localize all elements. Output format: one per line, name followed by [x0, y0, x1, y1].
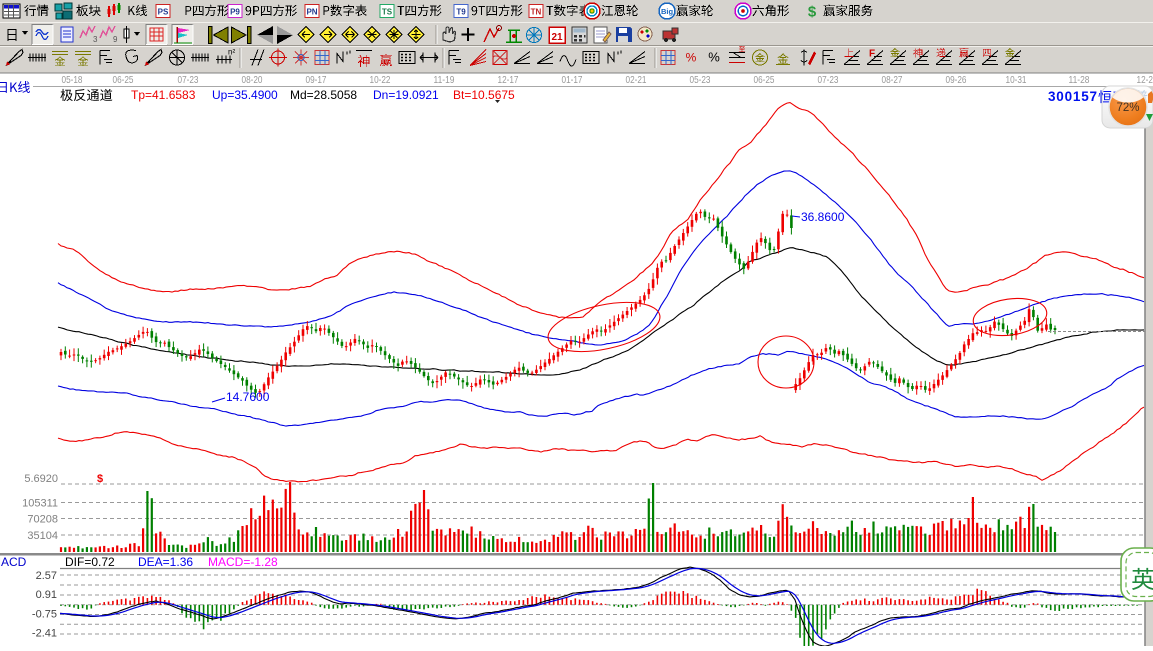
svg-text:06-25: 06-25 — [754, 74, 775, 86]
svg-text:PN: PN — [306, 8, 317, 17]
svg-text:Up=35.4900: Up=35.4900 — [212, 88, 278, 102]
svg-text:MACD=-1.28: MACD=-1.28 — [208, 555, 278, 569]
svg-text:DEA=1.36: DEA=1.36 — [138, 555, 193, 569]
svg-text:10-22: 10-22 — [370, 74, 391, 86]
svg-text:07-23: 07-23 — [818, 74, 839, 86]
svg-text:TN: TN — [531, 8, 542, 17]
svg-text:P9: P9 — [230, 8, 240, 17]
svg-text:%: % — [708, 50, 720, 65]
svg-text:21: 21 — [551, 32, 563, 43]
svg-text:35104: 35104 — [27, 530, 58, 542]
svg-text:-0.75: -0.75 — [32, 609, 57, 621]
svg-text:12-24: 12-24 — [1137, 74, 1153, 86]
svg-text:Bt=10.5675: Bt=10.5675 — [453, 88, 515, 102]
svg-text:10-31: 10-31 — [1006, 74, 1027, 86]
svg-text:-2.41: -2.41 — [32, 628, 57, 640]
svg-text:300157: 300157 — [1048, 89, 1098, 104]
svg-text:11-19: 11-19 — [434, 74, 455, 86]
svg-text:9: 9 — [113, 35, 118, 44]
svg-text:Md=28.5058: Md=28.5058 — [290, 88, 357, 102]
svg-text:TS: TS — [382, 8, 393, 17]
svg-text:Tp=41.6583: Tp=41.6583 — [131, 88, 196, 102]
svg-text:105311: 105311 — [22, 498, 58, 510]
svg-text:06-25: 06-25 — [113, 74, 134, 86]
svg-text:5.6920: 5.6920 — [24, 473, 58, 485]
svg-text:Big: Big — [661, 7, 674, 16]
svg-text:3: 3 — [93, 35, 98, 44]
svg-text:14.7600: 14.7600 — [226, 390, 270, 404]
svg-text:$: $ — [97, 473, 103, 485]
svg-text:%: % — [686, 51, 697, 65]
svg-text:08-27: 08-27 — [882, 74, 903, 86]
svg-text:36.8600: 36.8600 — [801, 210, 845, 224]
svg-text:Dn=19.0921: Dn=19.0921 — [373, 88, 439, 102]
svg-text:05-23: 05-23 — [690, 74, 711, 86]
svg-text:09-26: 09-26 — [946, 74, 967, 86]
svg-text:72%: 72% — [1116, 102, 1139, 114]
svg-text:08-20: 08-20 — [242, 74, 263, 86]
svg-text:01-17: 01-17 — [562, 74, 583, 86]
svg-text:T9: T9 — [456, 8, 466, 17]
svg-text:0.91: 0.91 — [36, 589, 57, 601]
svg-text:09-17: 09-17 — [306, 74, 327, 86]
svg-text:12-17: 12-17 — [498, 74, 519, 86]
svg-text:MACD: MACD — [0, 555, 27, 569]
svg-text:PS: PS — [158, 8, 169, 17]
svg-text:07-23: 07-23 — [178, 74, 199, 86]
svg-text:70208: 70208 — [27, 514, 58, 526]
svg-text:n²: n² — [228, 48, 235, 57]
svg-text:11-28: 11-28 — [1069, 74, 1090, 86]
svg-text:$: $ — [808, 4, 817, 21]
svg-text:F: F — [869, 49, 875, 60]
svg-text:至: 至 — [739, 46, 746, 54]
svg-text:05-18: 05-18 — [62, 74, 83, 86]
svg-text:2.57: 2.57 — [36, 570, 57, 582]
svg-text:DIF=0.72: DIF=0.72 — [65, 555, 115, 569]
svg-text:02-21: 02-21 — [626, 74, 647, 86]
